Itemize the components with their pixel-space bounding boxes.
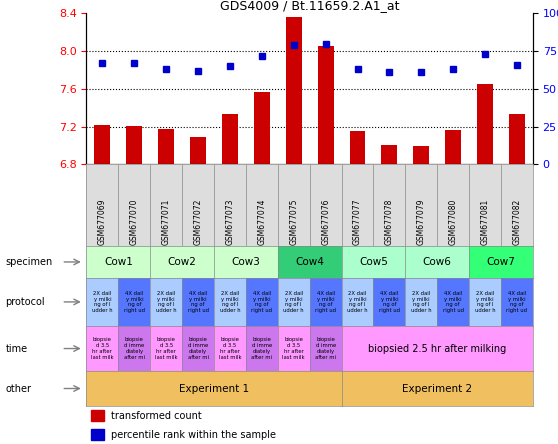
Bar <box>318 46 334 164</box>
Text: biopsied 2.5 hr after milking: biopsied 2.5 hr after milking <box>368 344 506 353</box>
Text: transformed count: transformed count <box>111 411 202 421</box>
Bar <box>445 131 461 164</box>
Text: 4X dail
y milki
ng of
right ud: 4X dail y milki ng of right ud <box>442 291 464 313</box>
Text: GSM677079: GSM677079 <box>417 198 426 245</box>
Text: GSM677074: GSM677074 <box>257 198 266 245</box>
Text: 4X dail
y milki
ng of
right ud: 4X dail y milki ng of right ud <box>507 291 527 313</box>
Text: Cow2: Cow2 <box>168 257 196 267</box>
Text: 2X dail
y milki
ng of l
udder h: 2X dail y milki ng of l udder h <box>411 291 431 313</box>
Text: Cow1: Cow1 <box>104 257 133 267</box>
Text: Cow4: Cow4 <box>295 257 324 267</box>
Text: Cow7: Cow7 <box>487 257 516 267</box>
Text: 4X dail
y milki
ng of
right ud: 4X dail y milki ng of right ud <box>315 291 336 313</box>
Text: 4X dail
y milki
ng of
right ud: 4X dail y milki ng of right ud <box>124 291 145 313</box>
Bar <box>222 114 238 164</box>
Text: 2X dail
y milki
ng of l
udder h: 2X dail y milki ng of l udder h <box>475 291 496 313</box>
Text: 4X dail
y milki
ng of
right ud: 4X dail y milki ng of right ud <box>379 291 400 313</box>
Text: time: time <box>6 344 28 353</box>
Text: Experiment 2: Experiment 2 <box>402 384 472 393</box>
Text: other: other <box>6 384 32 393</box>
Text: 2X dail
y milki
ng of l
udder h: 2X dail y milki ng of l udder h <box>92 291 113 313</box>
Bar <box>254 91 270 164</box>
Text: GSM677076: GSM677076 <box>321 198 330 245</box>
Text: GSM677072: GSM677072 <box>194 198 203 245</box>
Text: 4X dail
y milki
ng of
right ud: 4X dail y milki ng of right ud <box>251 291 272 313</box>
Text: GSM677071: GSM677071 <box>162 198 171 245</box>
Text: biopsie
d 3.5
hr after
last milk: biopsie d 3.5 hr after last milk <box>282 337 305 360</box>
Text: GSM677082: GSM677082 <box>512 198 521 245</box>
Text: GSM677070: GSM677070 <box>130 198 139 245</box>
Bar <box>126 126 142 164</box>
Text: biopsie
d 3.5
hr after
last milk: biopsie d 3.5 hr after last milk <box>155 337 177 360</box>
Text: Cow6: Cow6 <box>423 257 451 267</box>
Bar <box>190 137 206 164</box>
Title: GDS4009 / Bt.11659.2.A1_at: GDS4009 / Bt.11659.2.A1_at <box>220 0 400 12</box>
Text: GSM677069: GSM677069 <box>98 198 107 245</box>
Text: GSM677080: GSM677080 <box>449 198 458 245</box>
Bar <box>158 129 174 164</box>
Text: biopsie
d imme
diately
after mi: biopsie d imme diately after mi <box>251 337 272 360</box>
Bar <box>91 410 104 421</box>
Text: biopsie
d imme
diately
after mi: biopsie d imme diately after mi <box>124 337 145 360</box>
Bar <box>91 429 104 440</box>
Bar <box>477 84 493 164</box>
Text: Cow3: Cow3 <box>232 257 261 267</box>
Text: 2X dail
y milki
ng of l
udder h: 2X dail y milki ng of l udder h <box>220 291 240 313</box>
Text: GSM677075: GSM677075 <box>289 198 298 245</box>
Bar <box>286 17 302 164</box>
Text: percentile rank within the sample: percentile rank within the sample <box>111 429 276 440</box>
Text: GSM677077: GSM677077 <box>353 198 362 245</box>
Text: biopsie
d imme
diately
after mi: biopsie d imme diately after mi <box>187 337 209 360</box>
Text: GSM677081: GSM677081 <box>480 198 489 245</box>
Text: 2X dail
y milki
ng of l
udder h: 2X dail y milki ng of l udder h <box>156 291 176 313</box>
Text: specimen: specimen <box>6 257 53 267</box>
Bar <box>94 125 110 164</box>
Text: 4X dail
y milki
ng of
right ud: 4X dail y milki ng of right ud <box>187 291 209 313</box>
Bar <box>349 131 365 164</box>
Bar <box>413 147 429 164</box>
Bar <box>509 114 525 164</box>
Text: Experiment 1: Experiment 1 <box>179 384 249 393</box>
Text: 2X dail
y milki
ng of l
udder h: 2X dail y milki ng of l udder h <box>347 291 368 313</box>
Text: Cow5: Cow5 <box>359 257 388 267</box>
Bar <box>382 146 397 164</box>
Text: GSM677078: GSM677078 <box>385 198 394 245</box>
Text: protocol: protocol <box>6 297 45 307</box>
Text: 2X dail
y milki
ng of l
udder h: 2X dail y milki ng of l udder h <box>283 291 304 313</box>
Text: biopsie
d imme
diately
after mi: biopsie d imme diately after mi <box>315 337 336 360</box>
Text: biopsie
d 3.5
hr after
last milk: biopsie d 3.5 hr after last milk <box>91 337 114 360</box>
Text: GSM677073: GSM677073 <box>225 198 234 245</box>
Text: biopsie
d 3.5
hr after
last milk: biopsie d 3.5 hr after last milk <box>219 337 241 360</box>
